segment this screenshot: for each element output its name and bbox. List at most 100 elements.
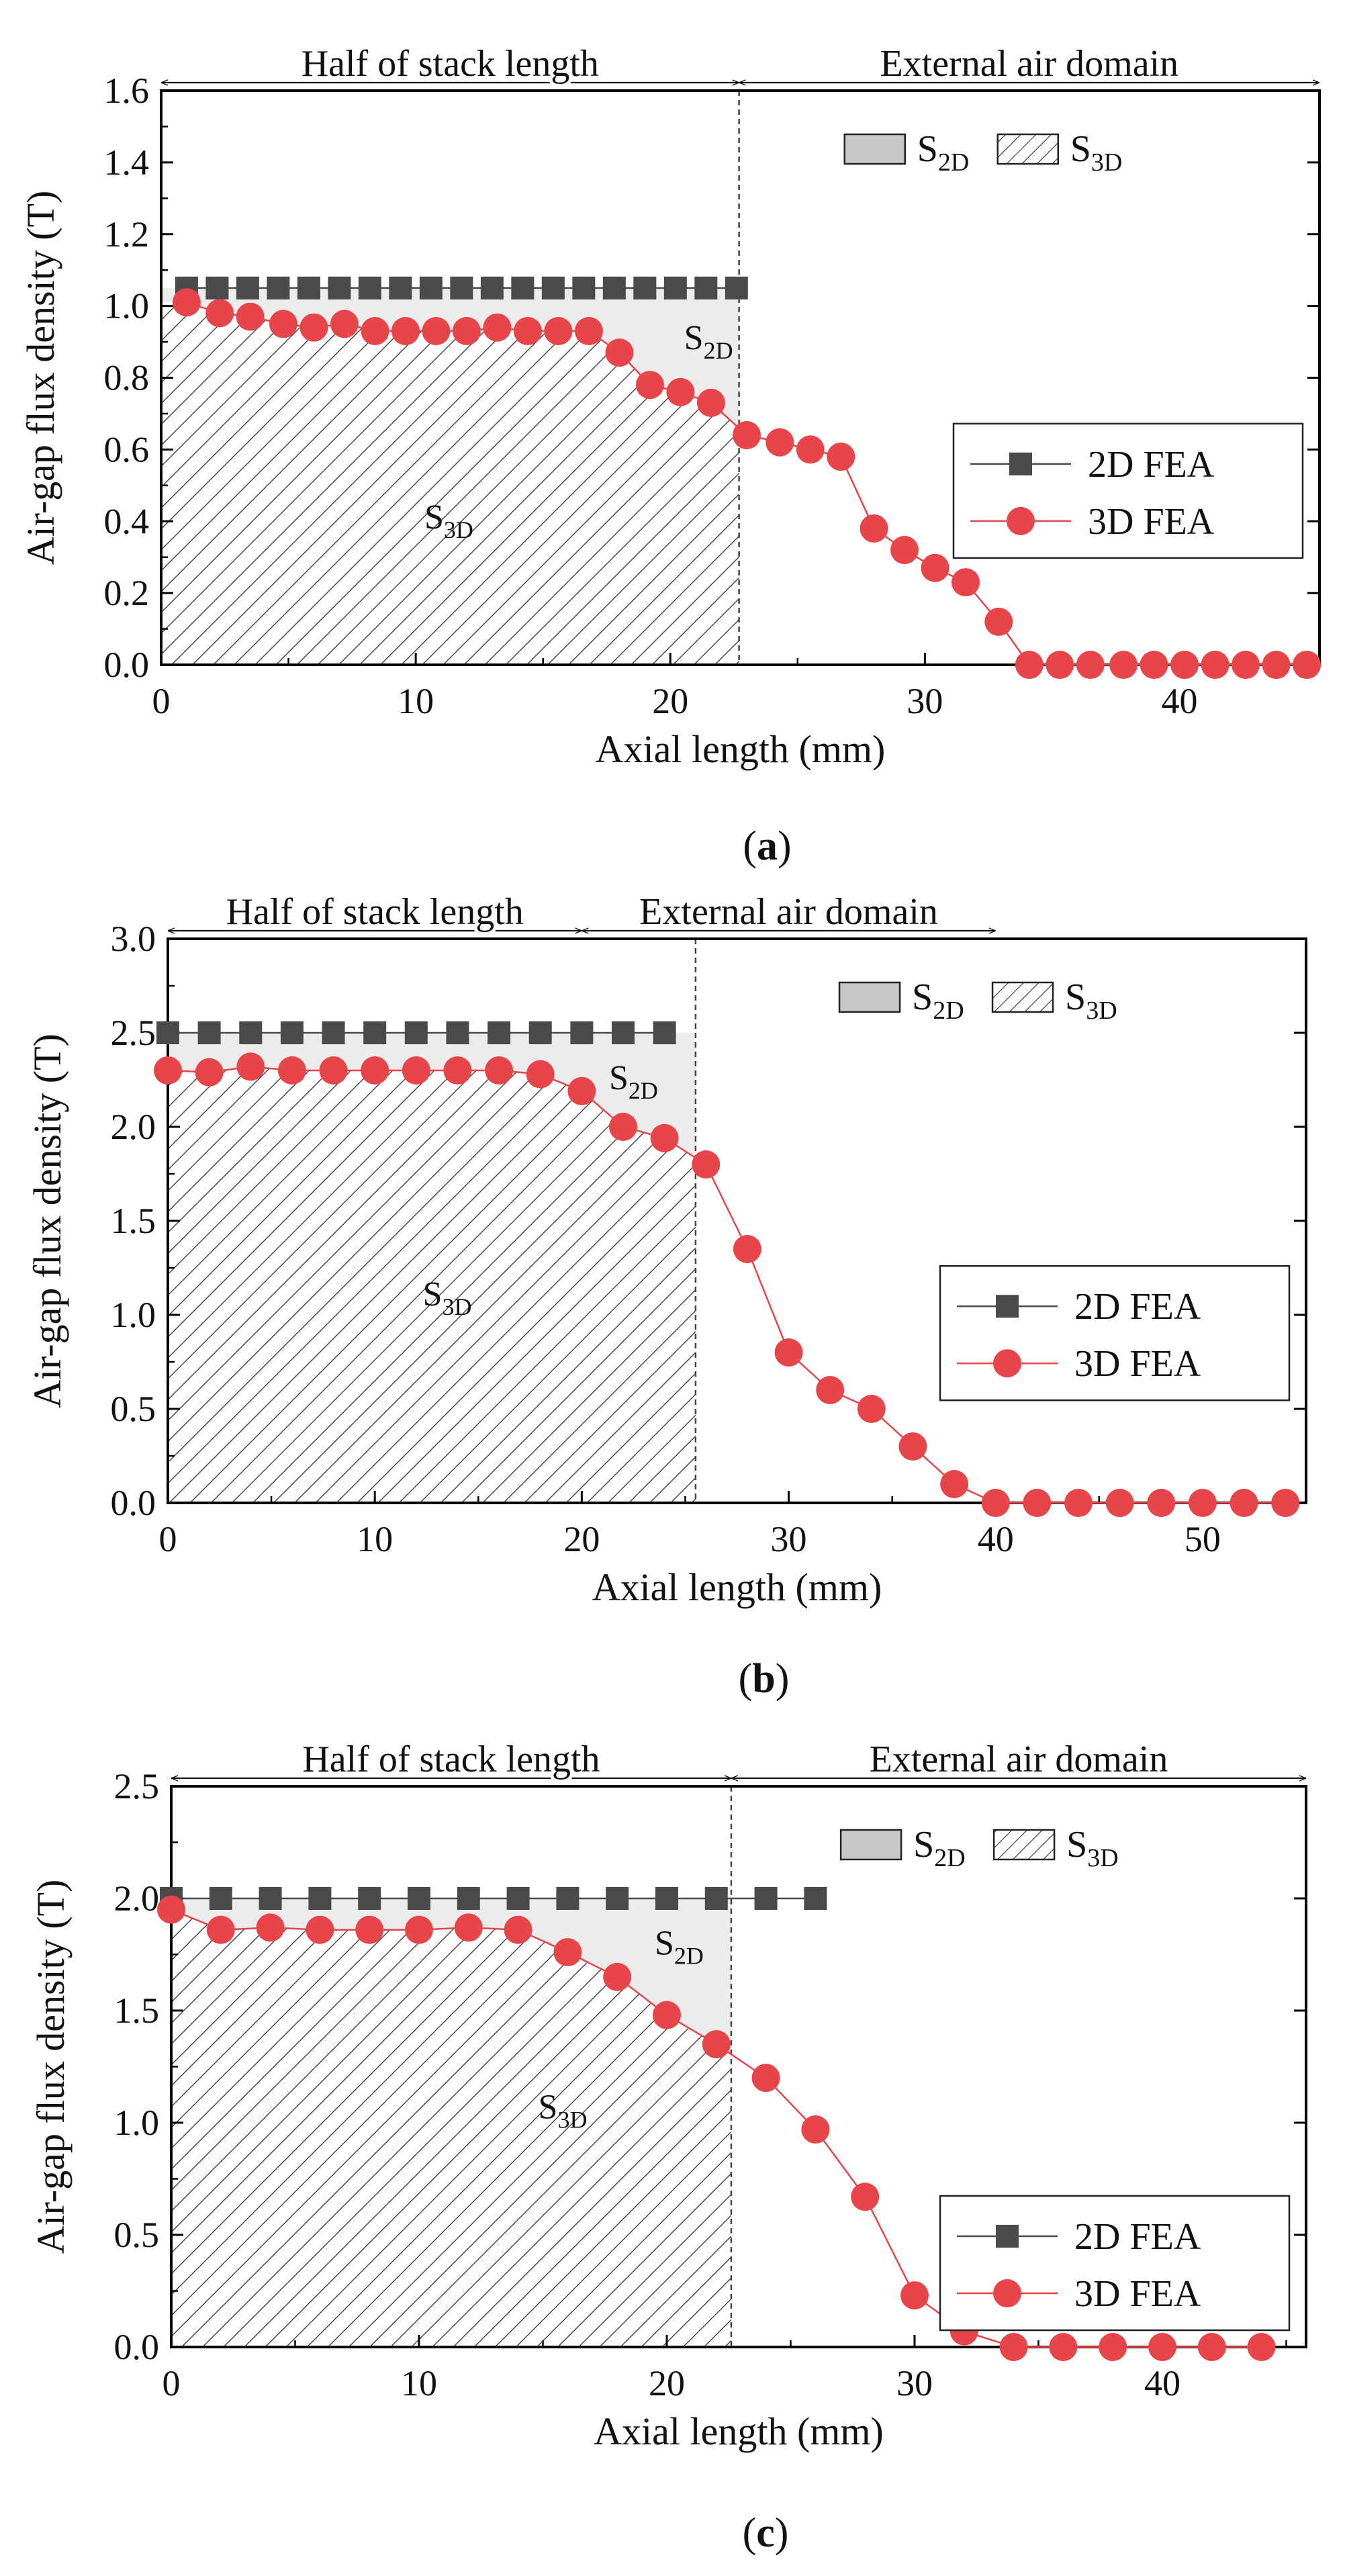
legend-box — [952, 422, 1304, 559]
legend-marker-2d — [996, 1295, 1019, 1318]
y-tick-label: 0.0 — [104, 645, 150, 685]
data-point-2d — [556, 1887, 579, 1910]
legend-box — [939, 2195, 1291, 2332]
panel-caption: (a) — [743, 823, 791, 869]
data-point-3d — [801, 2115, 830, 2144]
data-point-2d — [297, 276, 320, 300]
data-point-3d — [172, 288, 201, 317]
data-point-3d — [692, 1150, 721, 1179]
y-tick-label: 0.6 — [104, 429, 150, 469]
data-point-3d — [851, 2182, 880, 2211]
y-tick-label: 2.5 — [111, 1013, 156, 1053]
s2d-label: S2D — [684, 319, 733, 364]
data-point-3d — [1023, 1489, 1052, 1517]
y-tick-label: 1.0 — [114, 2103, 160, 2143]
data-point-3d — [796, 435, 825, 464]
y-tick-label: 0.0 — [114, 2327, 160, 2367]
legend-item-label: 2D FEA — [1074, 1286, 1201, 1328]
x-tick-label: 40 — [1161, 681, 1197, 721]
y-tick-label: 0.5 — [114, 2215, 160, 2255]
data-point-2d — [602, 276, 626, 300]
data-point-2d — [694, 276, 718, 300]
data-point-2d — [197, 1021, 221, 1044]
data-point-3d — [635, 371, 664, 400]
s3d-legend-label: S3D — [1066, 1824, 1119, 1872]
data-point-3d — [1271, 1489, 1300, 1517]
data-point-2d — [633, 276, 657, 300]
data-point-3d — [1170, 651, 1199, 679]
data-point-3d — [306, 1915, 334, 1944]
s3d-legend-label: S3D — [1065, 976, 1117, 1025]
x-tick-label: 0 — [152, 681, 171, 721]
x-tick-label: 10 — [398, 681, 434, 721]
data-point-3d — [299, 313, 328, 342]
data-point-3d — [269, 310, 297, 338]
s2d-legend-swatch — [839, 1829, 902, 1861]
data-point-3d — [330, 310, 359, 338]
data-point-2d — [541, 276, 565, 300]
data-point-3d — [1197, 2333, 1226, 2361]
legend-marker-2d — [996, 2225, 1019, 2248]
x-axis-title: Axial length (mm) — [594, 2409, 884, 2453]
data-point-3d — [650, 1123, 679, 1152]
y-tick-label: 1.5 — [114, 1990, 160, 2031]
data-point-3d — [454, 1913, 483, 1942]
data-point-3d — [981, 1489, 1010, 1517]
data-point-2d — [389, 276, 412, 300]
left-span-label: Half of stack length — [302, 1739, 600, 1780]
data-point-3d — [402, 1056, 430, 1085]
data-point-2d — [156, 1021, 179, 1044]
y-axis-title: Air-gap flux density (T) — [19, 191, 62, 565]
data-point-3d — [1109, 651, 1138, 679]
data-point-2d — [267, 276, 290, 300]
data-point-2d — [725, 276, 748, 300]
data-point-3d — [256, 1913, 285, 1942]
s2d-label: S2D — [655, 1925, 704, 1970]
s3d-legend-swatch — [996, 133, 1059, 165]
data-point-3d — [526, 1060, 555, 1089]
x-tick-label: 40 — [1144, 2363, 1180, 2403]
data-point-3d — [603, 1962, 632, 1991]
data-point-3d — [1046, 651, 1074, 679]
data-point-3d — [609, 1113, 637, 1141]
s3d-region — [168, 1066, 696, 1503]
data-point-2d — [572, 276, 596, 300]
y-tick-label: 2.0 — [111, 1107, 156, 1147]
data-point-3d — [900, 2281, 929, 2310]
right-span-label: External air domain — [870, 1739, 1168, 1780]
data-point-3d — [195, 1058, 224, 1087]
chart-panel-b: 0.0 0.5 1.0 1.5 2.0 2.5 3.0 0 10 20 30 40 50 Axial le… — [26, 888, 1307, 1702]
chart-panel-a: 0.0 0.2 0.4 0.6 0.8 1.0 1.2 1.4 1.6 0 10 20 30 40 Axia… — [19, 40, 1321, 869]
s2d-label: S2D — [609, 1059, 658, 1104]
data-point-2d — [446, 1021, 469, 1044]
legend-item-label: 3D FEA — [1074, 1343, 1201, 1385]
data-point-2d — [363, 1021, 387, 1044]
x-tick-label: 0 — [159, 1519, 177, 1559]
y-tick-label: 0.4 — [104, 501, 150, 541]
data-point-2d — [511, 276, 535, 300]
data-point-3d — [1247, 2333, 1276, 2361]
data-point-3d — [898, 1432, 927, 1461]
series-line-1 — [167, 1066, 1286, 1504]
data-point-3d — [1105, 1489, 1134, 1517]
legend-item-label: 3D FEA — [1088, 501, 1215, 543]
data-point-3d — [666, 377, 695, 406]
y-axis-title: Air-gap flux density (T) — [29, 1880, 73, 2254]
data-point-3d — [485, 1056, 514, 1085]
data-point-3d — [504, 1915, 532, 1944]
data-point-3d — [483, 313, 512, 342]
s2d-legend-swatch — [838, 981, 901, 1013]
data-point-3d — [1015, 651, 1043, 679]
data-point-2d — [653, 1021, 676, 1044]
y-tick-label: 0.5 — [111, 1389, 156, 1429]
data-point-3d — [652, 2000, 681, 2029]
data-point-2d — [528, 1021, 552, 1044]
y-tick-label: 1.0 — [111, 1295, 156, 1335]
data-point-3d — [154, 1056, 182, 1085]
y-tick-label: 2.5 — [114, 1766, 160, 1806]
data-point-2d — [358, 276, 381, 300]
left-span-label: Half of stack length — [302, 43, 599, 85]
data-point-3d — [574, 317, 603, 346]
x-tick-label: 10 — [357, 1519, 393, 1559]
data-point-3d — [513, 317, 542, 346]
